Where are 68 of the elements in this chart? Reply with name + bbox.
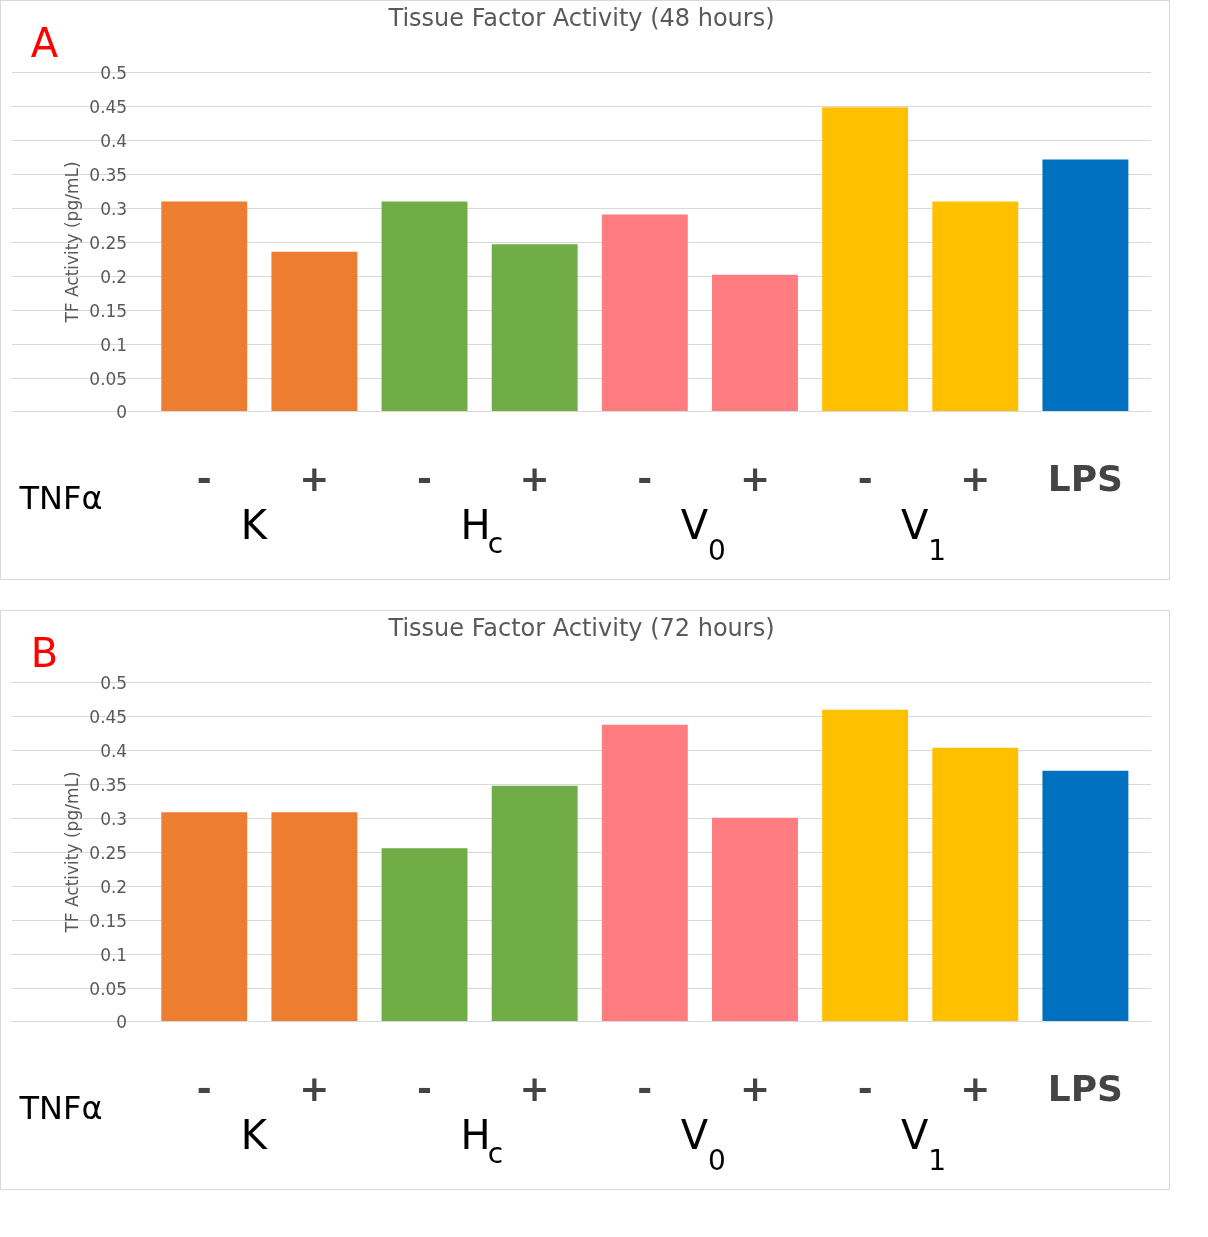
y-tick-label: 0.3 — [100, 808, 128, 829]
bar — [491, 244, 578, 412]
y-tick-label: 0.2 — [100, 266, 128, 287]
x-tick-label: - — [417, 1067, 433, 1109]
y-tick-label: 0.25 — [89, 232, 128, 253]
text: K — [240, 501, 269, 548]
x-tick-label: - — [637, 457, 653, 499]
x-tick-label: - — [417, 457, 433, 499]
x-tick-label: + — [960, 457, 991, 499]
y-tick-label: 0.35 — [89, 164, 128, 185]
x-tick-label: - — [857, 1067, 873, 1109]
bar — [161, 201, 248, 412]
bar — [712, 274, 798, 412]
bar — [381, 848, 468, 1022]
bar — [601, 214, 688, 412]
x-tick-label: + — [299, 457, 330, 499]
y-tick-label: 0.3 — [100, 198, 128, 219]
y-tick-label: 0.05 — [89, 978, 128, 999]
y-tick-label: 0.5 — [100, 673, 128, 694]
bar — [1042, 159, 1129, 412]
y-tick-label: 0.15 — [89, 910, 128, 931]
bar — [271, 812, 358, 1022]
bar — [601, 724, 688, 1022]
y-tick-label: 0.5 — [100, 63, 128, 84]
bar — [932, 747, 1019, 1022]
x-tick-label: + — [739, 457, 771, 499]
x-tick-label: LPS — [1047, 457, 1124, 499]
x-tick-label: + — [960, 1067, 991, 1109]
y-tick-label: 0.2 — [100, 876, 128, 897]
y-tick-label: 0.4 — [100, 740, 128, 761]
text: TNFα — [18, 479, 103, 518]
y-axis-title: TF Activity (pg/mL) — [61, 161, 82, 324]
y-tick-label: 0.05 — [89, 368, 128, 389]
y-tick-label: 0.4 — [100, 130, 128, 151]
bar — [161, 812, 248, 1022]
y-tick-label: 0.15 — [89, 300, 128, 321]
y-tick-label: 0 — [116, 402, 128, 423]
y-axis-title: TF Activity (pg/mL) — [61, 771, 82, 934]
y-tick-label: 0.1 — [100, 944, 128, 965]
y-tick-label: 0.45 — [89, 707, 128, 728]
x-tick-label: - — [196, 457, 212, 499]
x-tick-label: + — [519, 1067, 550, 1109]
text: A — [30, 19, 59, 66]
y-tick-label: 0.25 — [89, 842, 128, 863]
x-tick-label: - — [857, 457, 873, 499]
chart-title: Tissue Factor Activity (48 hours) — [387, 3, 775, 32]
bar — [381, 201, 468, 412]
chart-title: Tissue Factor Activity (72 hours) — [387, 613, 775, 642]
x-tick-label: + — [299, 1067, 330, 1109]
y-tick-label: 0 — [116, 1012, 128, 1033]
bar — [271, 251, 358, 412]
y-tick-label: 0.35 — [89, 774, 128, 795]
bar — [1042, 770, 1129, 1022]
x-tick-label: + — [739, 1067, 771, 1109]
x-tick-label: - — [196, 1067, 212, 1109]
bar — [712, 817, 798, 1022]
bar — [491, 785, 578, 1022]
bar — [822, 709, 909, 1022]
x-tick-label: - — [637, 1067, 653, 1109]
y-tick-label: 0.45 — [89, 97, 128, 118]
text: B — [30, 629, 59, 676]
text: K — [240, 1111, 269, 1158]
x-tick-label: LPS — [1047, 1067, 1124, 1109]
x-tick-label: + — [519, 457, 550, 499]
bar — [822, 107, 909, 412]
text: TNFα — [18, 1089, 103, 1128]
bar — [932, 201, 1019, 412]
y-tick-label: 0.1 — [100, 334, 128, 355]
